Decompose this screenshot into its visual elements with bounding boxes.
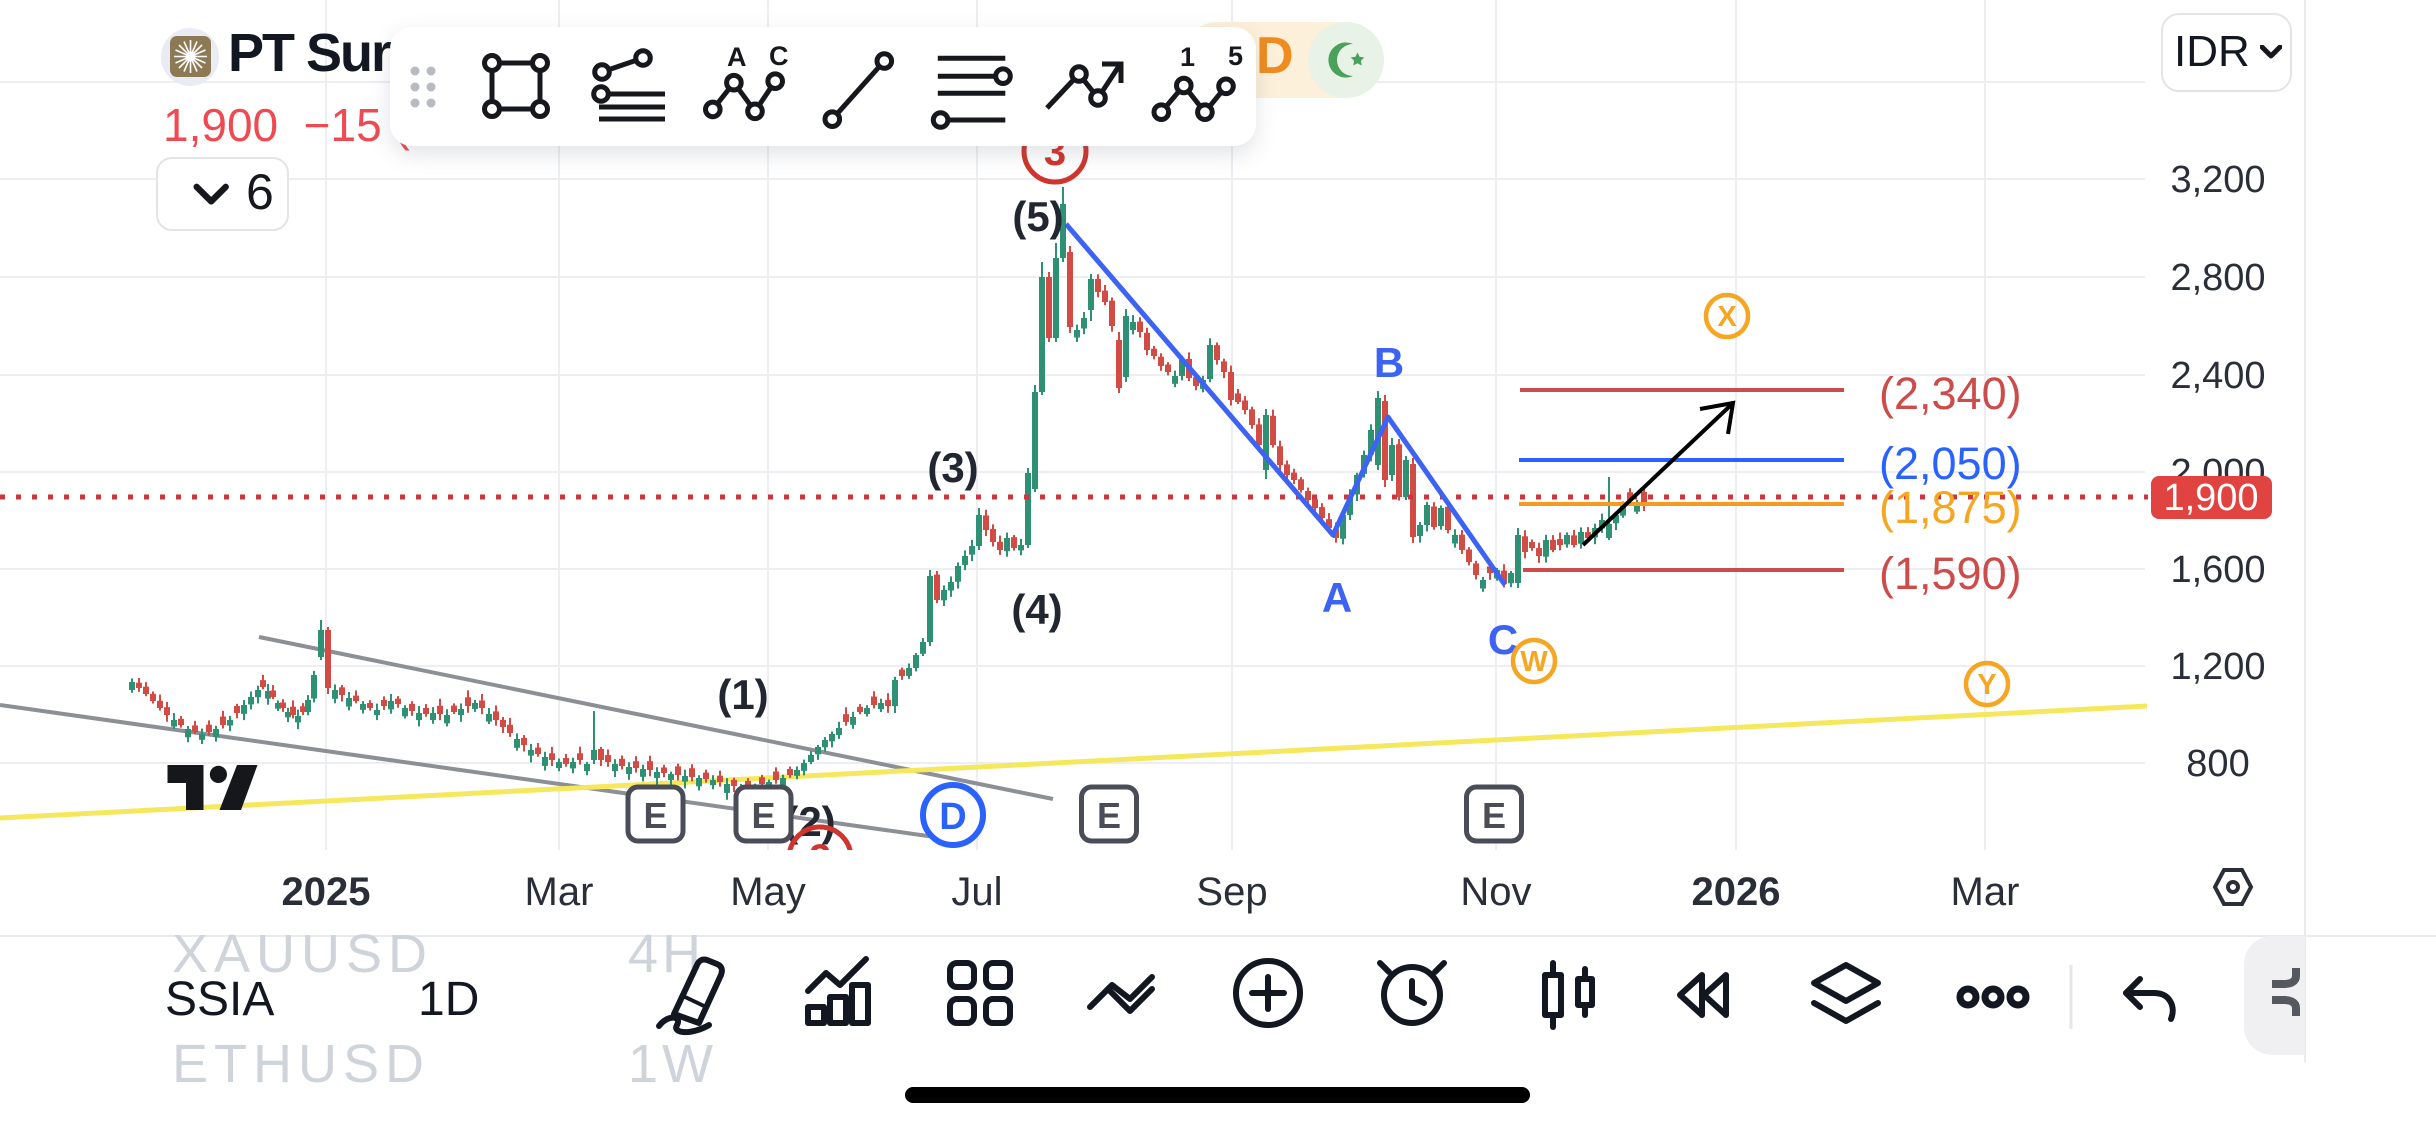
svg-text:C: C xyxy=(769,41,789,71)
svg-text:800: 800 xyxy=(2186,743,2249,785)
svg-text:(5): (5) xyxy=(1012,193,1063,240)
svg-text:1D: 1D xyxy=(418,973,479,1026)
svg-text:XAUUSD: XAUUSD xyxy=(172,924,433,984)
svg-text:E: E xyxy=(643,795,667,836)
svg-text:2,400: 2,400 xyxy=(2170,355,2265,397)
svg-text:Y: Y xyxy=(1977,669,1996,701)
svg-text:E: E xyxy=(1097,795,1121,836)
svg-text:B: B xyxy=(1374,339,1404,386)
svg-text:Jul: Jul xyxy=(951,870,1002,914)
svg-text:(1,590): (1,590) xyxy=(1879,548,2022,599)
svg-text:A: A xyxy=(1322,574,1352,621)
svg-text:X: X xyxy=(1717,301,1737,333)
svg-text:1: 1 xyxy=(1180,42,1195,72)
svg-text:SSIA: SSIA xyxy=(165,973,274,1026)
svg-text:E: E xyxy=(1482,795,1506,836)
svg-text:Sep: Sep xyxy=(1196,870,1267,914)
svg-text:1,600: 1,600 xyxy=(2170,549,2265,591)
svg-text:(4): (4) xyxy=(1011,586,1062,633)
svg-text:Mar: Mar xyxy=(525,870,594,914)
svg-text:A: A xyxy=(727,42,747,72)
svg-text:D: D xyxy=(939,796,966,838)
svg-text:2025: 2025 xyxy=(282,870,371,914)
svg-text:2,800: 2,800 xyxy=(2170,257,2265,299)
svg-text:(2,050): (2,050) xyxy=(1879,438,2022,489)
svg-text:1W: 1W xyxy=(628,1034,717,1094)
svg-text:(1,875): (1,875) xyxy=(1879,482,2022,533)
svg-text:4H: 4H xyxy=(628,924,705,984)
svg-text:(1): (1) xyxy=(717,671,768,718)
svg-text:W: W xyxy=(1520,646,1548,678)
svg-text:2: 2 xyxy=(809,837,831,881)
svg-text:ETHUSD: ETHUSD xyxy=(172,1034,430,1094)
svg-text:(3): (3) xyxy=(927,444,978,491)
svg-text:Mar: Mar xyxy=(1951,870,2020,914)
svg-text:3,200: 3,200 xyxy=(2170,159,2265,201)
svg-text:(2,340): (2,340) xyxy=(1879,368,2022,419)
svg-text:5: 5 xyxy=(1228,41,1243,71)
svg-text:May: May xyxy=(730,870,806,914)
svg-text:Nov: Nov xyxy=(1460,870,1531,914)
svg-text:2026: 2026 xyxy=(1692,870,1781,914)
svg-text:1,900: 1,900 xyxy=(2163,477,2258,519)
svg-text:1,200: 1,200 xyxy=(2170,646,2265,688)
svg-text:E: E xyxy=(751,795,775,836)
